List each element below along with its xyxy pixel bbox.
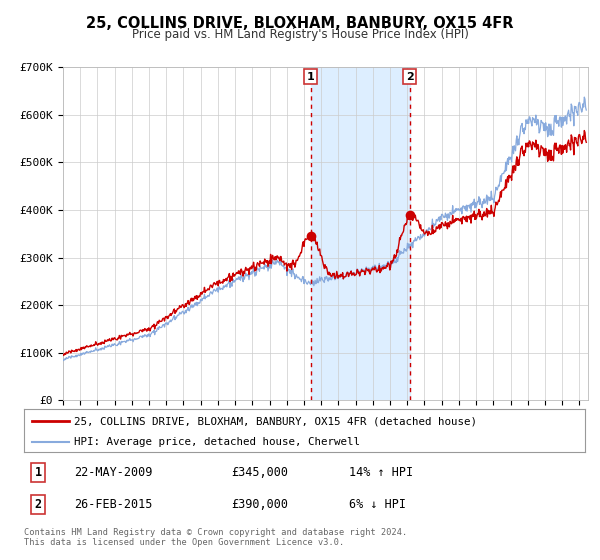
Text: Price paid vs. HM Land Registry's House Price Index (HPI): Price paid vs. HM Land Registry's House …: [131, 28, 469, 41]
Bar: [311, 67, 410, 400]
Text: 14% ↑ HPI: 14% ↑ HPI: [349, 466, 413, 479]
Text: Contains HM Land Registry data © Crown copyright and database right 2024.
This d: Contains HM Land Registry data © Crown c…: [24, 528, 407, 547]
Text: 22-MAY-2009: 22-MAY-2009: [74, 466, 153, 479]
Text: 25, COLLINS DRIVE, BLOXHAM, BANBURY, OX15 4FR: 25, COLLINS DRIVE, BLOXHAM, BANBURY, OX1…: [86, 16, 514, 31]
Text: 1: 1: [307, 72, 314, 82]
Text: 1: 1: [34, 466, 41, 479]
Text: £390,000: £390,000: [232, 498, 289, 511]
Text: £345,000: £345,000: [232, 466, 289, 479]
Text: 6% ↓ HPI: 6% ↓ HPI: [349, 498, 406, 511]
Text: 2: 2: [34, 498, 41, 511]
Text: 25, COLLINS DRIVE, BLOXHAM, BANBURY, OX15 4FR (detached house): 25, COLLINS DRIVE, BLOXHAM, BANBURY, OX1…: [74, 417, 478, 426]
Text: 26-FEB-2015: 26-FEB-2015: [74, 498, 153, 511]
Text: HPI: Average price, detached house, Cherwell: HPI: Average price, detached house, Cher…: [74, 437, 361, 447]
Text: 2: 2: [406, 72, 414, 82]
